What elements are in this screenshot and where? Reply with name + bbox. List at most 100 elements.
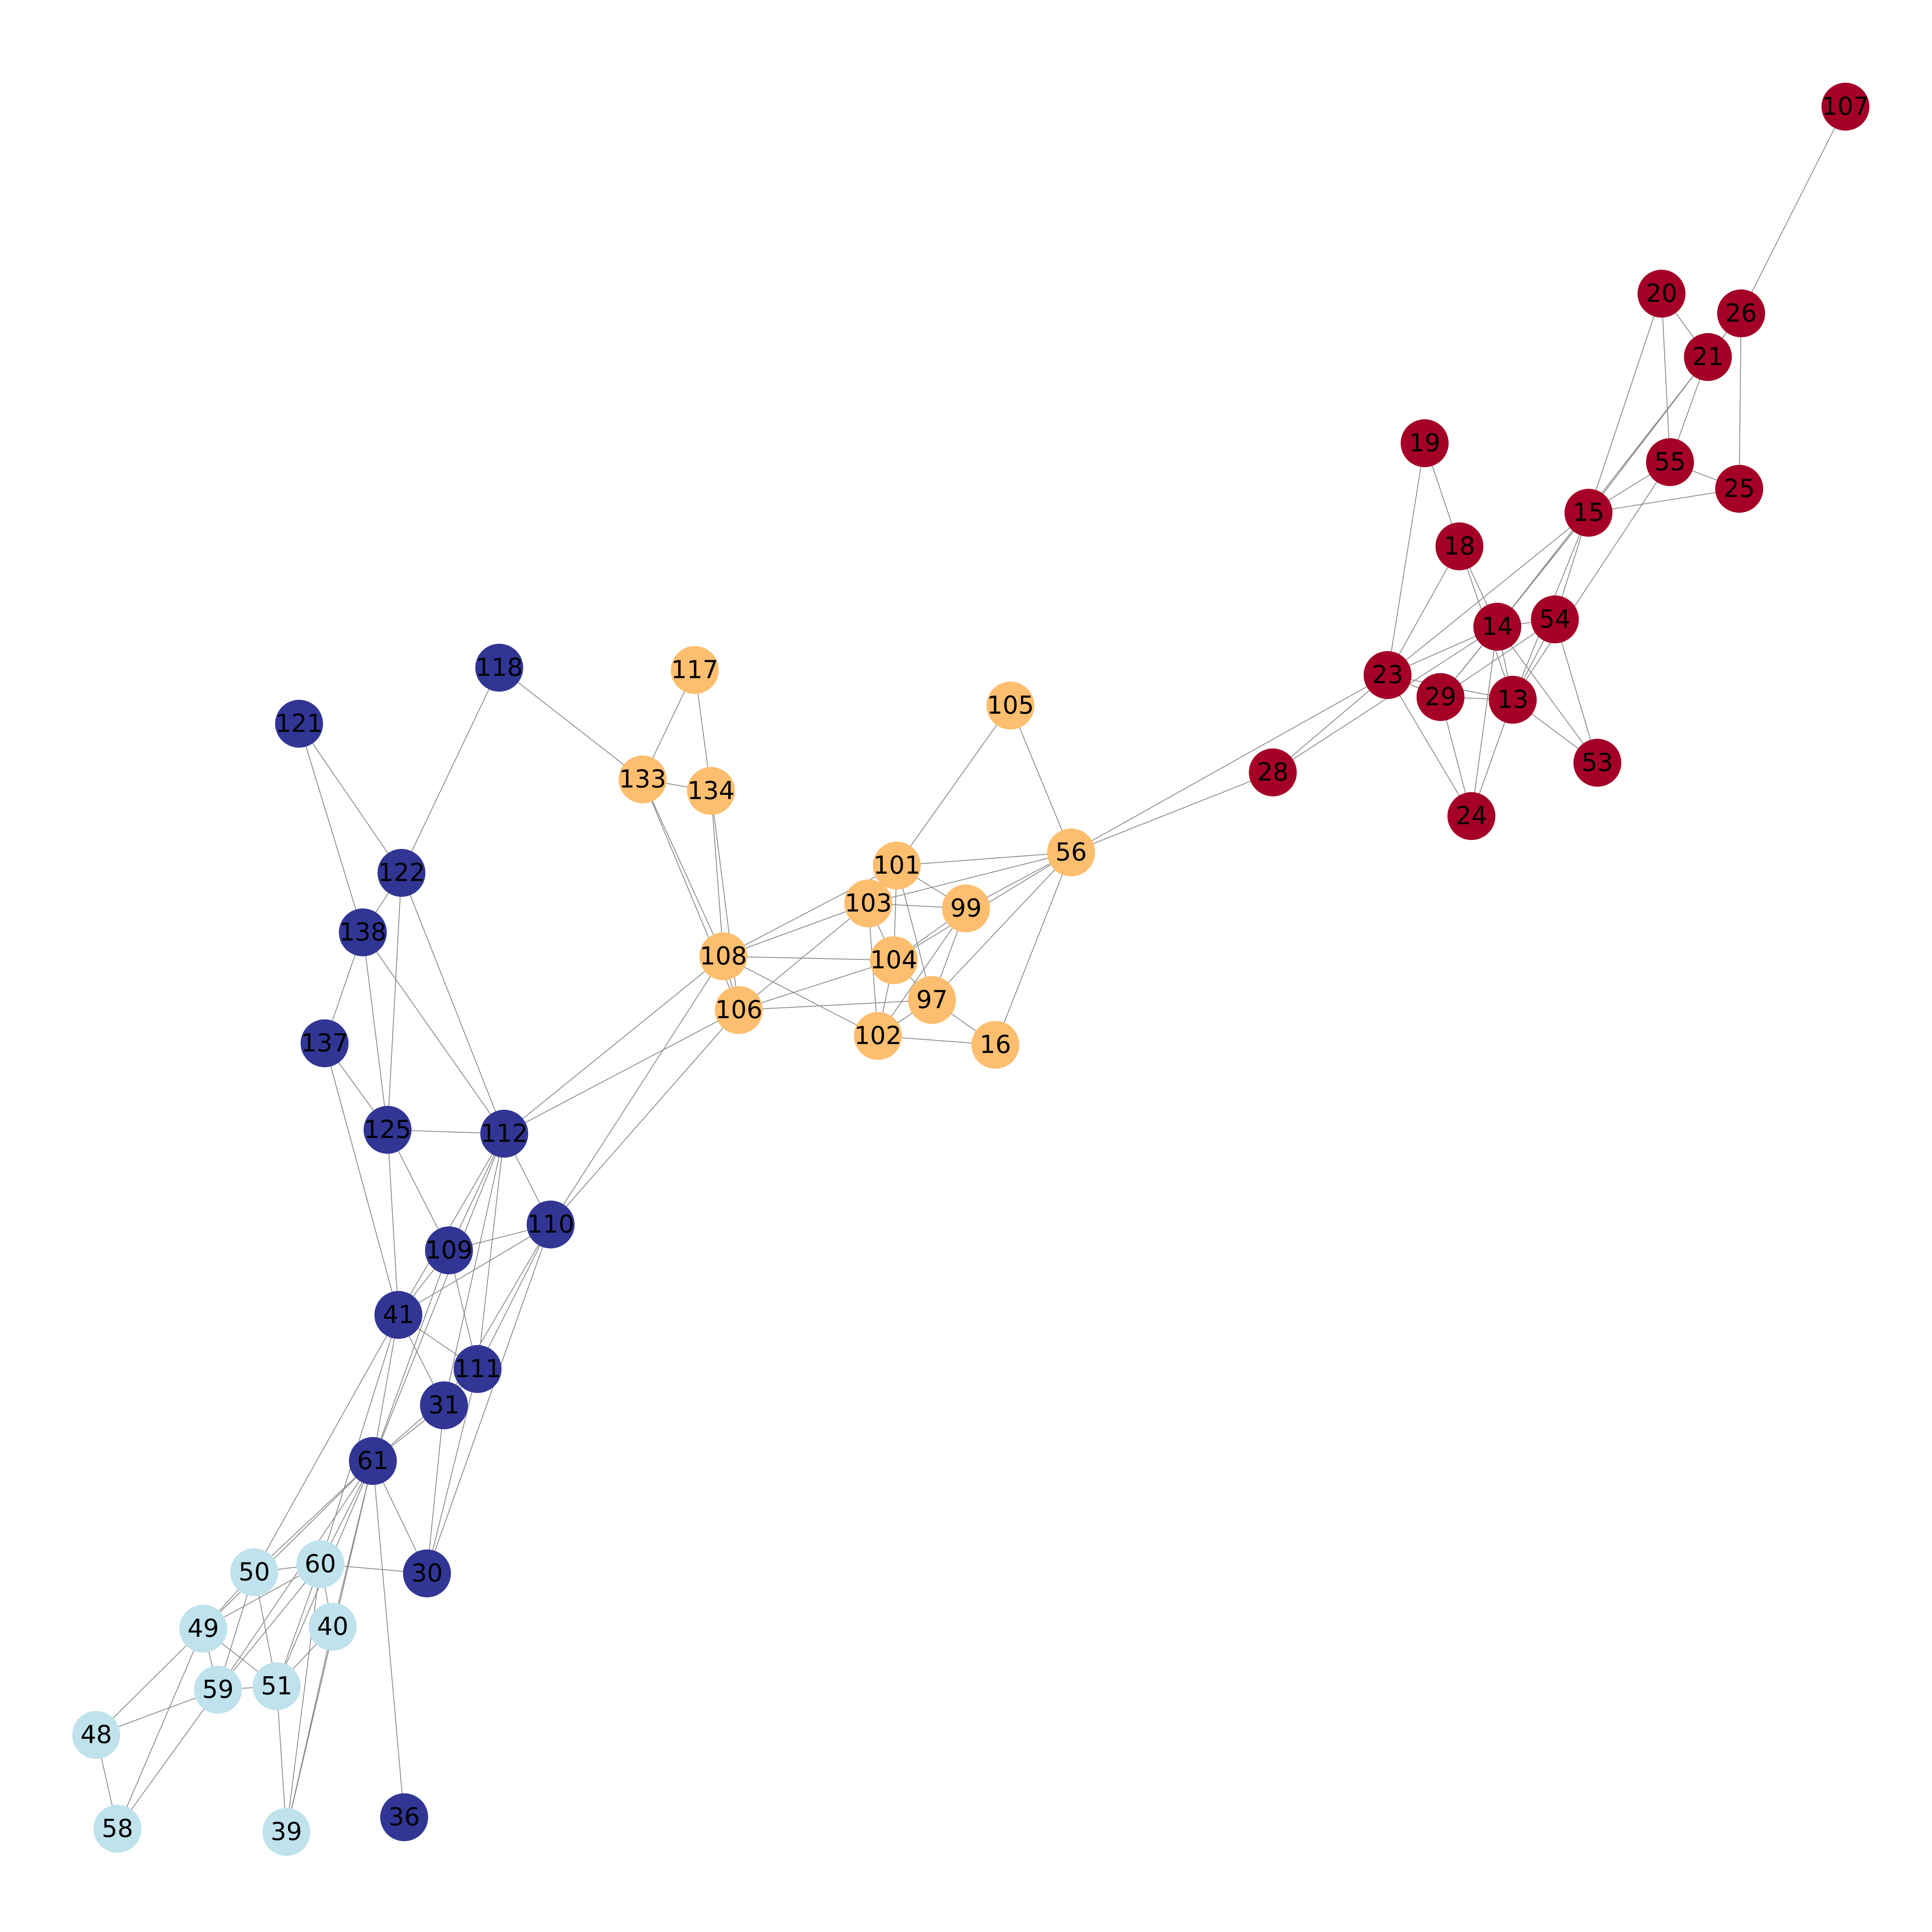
node-circle-55	[1646, 438, 1694, 486]
node-48[interactable]: 48	[72, 1711, 120, 1759]
node-133[interactable]: 133	[619, 755, 667, 803]
node-circle-56	[1047, 828, 1095, 876]
node-121[interactable]: 121	[275, 700, 323, 748]
node-label-121: 121	[276, 709, 323, 738]
node-circle-39	[262, 1808, 310, 1856]
node-54[interactable]: 54	[1531, 595, 1579, 643]
node-134[interactable]: 134	[687, 767, 735, 815]
edge-61-49	[203, 1461, 373, 1629]
node-108[interactable]: 108	[699, 932, 747, 980]
edge-14-53	[1497, 626, 1598, 763]
node-circle-102	[854, 1012, 902, 1060]
node-label-122: 122	[378, 859, 425, 887]
node-label-137: 137	[301, 1029, 348, 1058]
node-125[interactable]: 125	[364, 1106, 412, 1154]
node-28[interactable]: 28	[1249, 748, 1297, 796]
edge-61-59	[218, 1461, 373, 1690]
node-16[interactable]: 16	[971, 1021, 1019, 1069]
node-31[interactable]: 31	[420, 1381, 468, 1429]
node-50[interactable]: 50	[230, 1548, 278, 1596]
node-circle-20	[1638, 270, 1685, 318]
node-112[interactable]: 112	[480, 1110, 528, 1158]
node-59[interactable]: 59	[194, 1666, 242, 1714]
node-49[interactable]: 49	[179, 1605, 227, 1653]
node-circle-54	[1531, 595, 1579, 643]
node-label-133: 133	[619, 765, 666, 794]
node-101[interactable]: 101	[873, 842, 921, 889]
node-circle-36	[380, 1793, 428, 1841]
node-circle-28	[1249, 748, 1297, 796]
node-61[interactable]: 61	[349, 1437, 397, 1485]
edge-49-48	[96, 1628, 204, 1735]
node-41[interactable]: 41	[374, 1291, 422, 1339]
edge-19-23	[1387, 443, 1425, 675]
node-label-110: 110	[527, 1210, 574, 1239]
edge-118-122	[401, 667, 500, 873]
node-14[interactable]: 14	[1473, 603, 1521, 651]
node-51[interactable]: 51	[253, 1662, 301, 1710]
node-117[interactable]: 117	[671, 646, 719, 694]
node-15[interactable]: 15	[1565, 489, 1612, 537]
node-circle-60	[296, 1540, 344, 1588]
node-53[interactable]: 53	[1573, 739, 1621, 787]
edge-21-14	[1497, 357, 1708, 627]
node-13[interactable]: 13	[1489, 676, 1537, 724]
node-21[interactable]: 21	[1684, 333, 1732, 381]
node-102[interactable]: 102	[854, 1012, 902, 1060]
node-label-21: 21	[1692, 343, 1723, 371]
node-circle-109	[425, 1226, 473, 1274]
edge-104-106	[738, 959, 894, 1011]
node-24[interactable]: 24	[1447, 792, 1495, 840]
node-104[interactable]: 104	[870, 936, 918, 984]
edge-105-56	[1010, 705, 1072, 853]
node-label-134: 134	[687, 777, 735, 805]
node-29[interactable]: 29	[1417, 673, 1464, 721]
node-39[interactable]: 39	[262, 1808, 310, 1856]
node-60[interactable]: 60	[296, 1540, 344, 1588]
node-label-16: 16	[980, 1031, 1011, 1059]
node-30[interactable]: 30	[403, 1549, 451, 1597]
edge-23-56	[1071, 675, 1388, 853]
node-109[interactable]: 109	[425, 1226, 473, 1274]
node-19[interactable]: 19	[1401, 419, 1449, 467]
node-circle-111	[454, 1345, 502, 1393]
node-36[interactable]: 36	[380, 1793, 428, 1841]
node-label-58: 58	[102, 1815, 133, 1843]
node-label-101: 101	[873, 851, 920, 880]
node-40[interactable]: 40	[309, 1603, 357, 1651]
node-26[interactable]: 26	[1717, 289, 1765, 337]
node-circle-118	[475, 644, 523, 692]
node-122[interactable]: 122	[378, 849, 425, 897]
node-25[interactable]: 25	[1715, 465, 1763, 513]
node-circle-110	[527, 1201, 575, 1248]
node-110[interactable]: 110	[527, 1201, 575, 1248]
node-105[interactable]: 105	[986, 682, 1034, 730]
node-55[interactable]: 55	[1646, 438, 1694, 486]
node-103[interactable]: 103	[844, 879, 892, 927]
node-circle-112	[480, 1110, 528, 1158]
node-107[interactable]: 107	[1821, 83, 1869, 131]
edge-134-108	[710, 791, 724, 957]
node-56[interactable]: 56	[1047, 828, 1095, 876]
node-20[interactable]: 20	[1638, 270, 1685, 318]
node-106[interactable]: 106	[715, 986, 763, 1034]
node-97[interactable]: 97	[908, 976, 956, 1024]
node-circle-103	[844, 879, 892, 927]
node-label-112: 112	[481, 1119, 528, 1148]
node-58[interactable]: 58	[94, 1805, 141, 1853]
node-circle-97	[908, 976, 956, 1024]
node-18[interactable]: 18	[1435, 522, 1483, 570]
node-circle-61	[349, 1437, 397, 1485]
node-23[interactable]: 23	[1364, 651, 1412, 699]
node-118[interactable]: 118	[475, 644, 523, 692]
node-138[interactable]: 138	[339, 908, 387, 956]
node-99[interactable]: 99	[942, 884, 990, 932]
node-111[interactable]: 111	[454, 1345, 502, 1393]
node-circle-51	[253, 1662, 301, 1710]
node-label-25: 25	[1723, 474, 1755, 503]
edge-56-101	[896, 852, 1071, 866]
node-137[interactable]: 137	[301, 1019, 349, 1067]
node-label-97: 97	[916, 986, 947, 1014]
edge-108-110	[550, 956, 724, 1225]
